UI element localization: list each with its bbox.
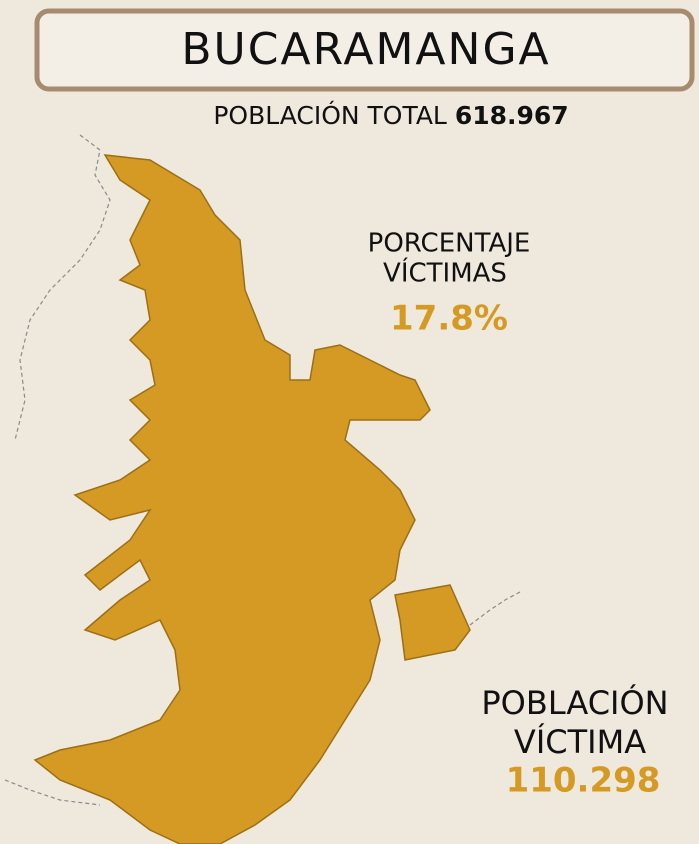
percentage-value: 17.8% bbox=[390, 299, 508, 339]
map-area bbox=[33, 154, 431, 844]
percentage-label: PORCENTAJE bbox=[368, 229, 531, 259]
map-area bbox=[394, 584, 471, 661]
title-box bbox=[34, 8, 695, 92]
total-population: POBLACIÓN TOTAL 618.967 bbox=[213, 100, 568, 130]
victims-value: 110.298 bbox=[506, 761, 661, 801]
victims-label: POBLACIÓN bbox=[481, 683, 668, 722]
total-value: 618.967 bbox=[455, 101, 569, 130]
total-label: POBLACIÓN TOTAL bbox=[213, 100, 447, 130]
victims-label: VÍCTIMA bbox=[514, 723, 646, 761]
title: BUCARAMANGA bbox=[181, 24, 550, 75]
boundary-line bbox=[469, 591, 521, 626]
boundary-line bbox=[4, 779, 101, 806]
boundary-line bbox=[14, 134, 111, 441]
percentage-label: VÍCTIMAS bbox=[383, 257, 507, 289]
